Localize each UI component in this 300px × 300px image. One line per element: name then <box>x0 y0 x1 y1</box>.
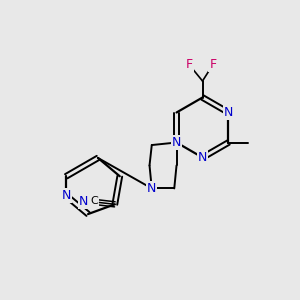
Text: N: N <box>198 151 207 164</box>
Text: N: N <box>224 106 233 119</box>
Text: N: N <box>172 136 181 149</box>
Text: F: F <box>185 58 193 71</box>
Text: N: N <box>79 195 88 208</box>
Text: N: N <box>147 182 157 195</box>
Text: F: F <box>209 58 217 71</box>
Text: N: N <box>61 189 71 202</box>
Text: C: C <box>91 196 99 206</box>
